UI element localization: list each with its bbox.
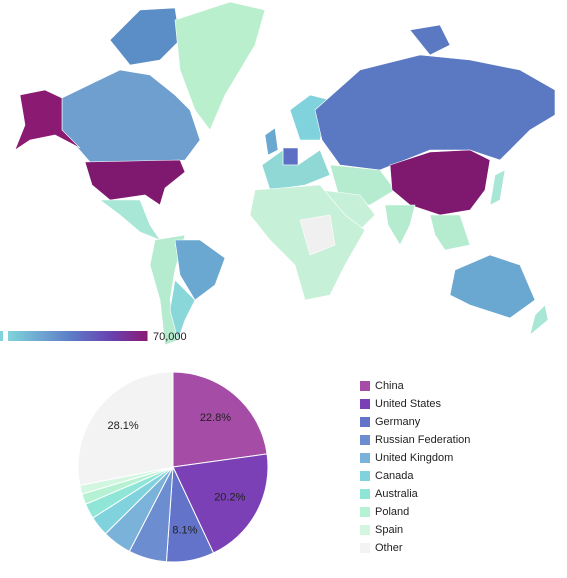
- legend-label: Australia: [375, 488, 419, 500]
- brazil: [174, 239, 226, 301]
- legend-label: Russian Federation: [375, 434, 470, 446]
- russia-north: [409, 24, 451, 56]
- australia: [449, 254, 536, 319]
- japan: [489, 169, 506, 206]
- slice-label: 20.2%: [214, 492, 245, 504]
- china: [389, 149, 491, 216]
- legend-label: China: [375, 380, 405, 392]
- pie-slice: [77, 371, 174, 486]
- legend-label: Other: [375, 542, 403, 554]
- legend-swatch: [360, 435, 370, 445]
- usa: [84, 159, 186, 206]
- legend-swatch: [360, 399, 370, 409]
- legend-swatch: [360, 507, 370, 517]
- pie-chart: 22.8% 20.2% 8.1% 28.1%: [77, 371, 269, 563]
- germany: [282, 147, 299, 166]
- pie-slice: [172, 453, 269, 554]
- legend-label: Poland: [375, 506, 409, 518]
- world-map: [14, 1, 556, 346]
- mexico: [99, 199, 161, 241]
- canada: [61, 69, 201, 163]
- colorbar-label: 70,000: [153, 331, 187, 343]
- legend-swatch: [360, 525, 370, 535]
- legend: China United States Germany Russian Federat…: [360, 380, 470, 554]
- new-zealand: [529, 304, 549, 336]
- slice-label: 28.1%: [107, 420, 138, 432]
- legend-label: Germany: [375, 416, 421, 428]
- pie-slice: [172, 371, 268, 468]
- legend-label: Canada: [375, 470, 414, 482]
- africa-other: [299, 214, 336, 256]
- colorbar-edge: [0, 331, 3, 341]
- legend-label: Spain: [375, 524, 403, 536]
- legend-swatch: [360, 543, 370, 553]
- colorbar: [8, 331, 148, 341]
- legend-swatch: [360, 453, 370, 463]
- russia: [314, 54, 556, 171]
- legend-label: United States: [375, 398, 442, 410]
- legend-swatch: [360, 471, 370, 481]
- india: [384, 204, 416, 246]
- argentina: [169, 279, 196, 342]
- legend-swatch: [360, 381, 370, 391]
- slice-label: 8.1%: [172, 524, 197, 536]
- alaska: [14, 89, 81, 151]
- legend-label: United Kingdom: [375, 452, 453, 464]
- greenland: [174, 1, 266, 131]
- legend-swatch: [360, 417, 370, 427]
- legend-swatch: [360, 489, 370, 499]
- arctic-islands: [109, 7, 181, 66]
- southeast-asia: [429, 214, 471, 251]
- slice-label: 22.8%: [200, 412, 231, 424]
- uk: [264, 127, 279, 156]
